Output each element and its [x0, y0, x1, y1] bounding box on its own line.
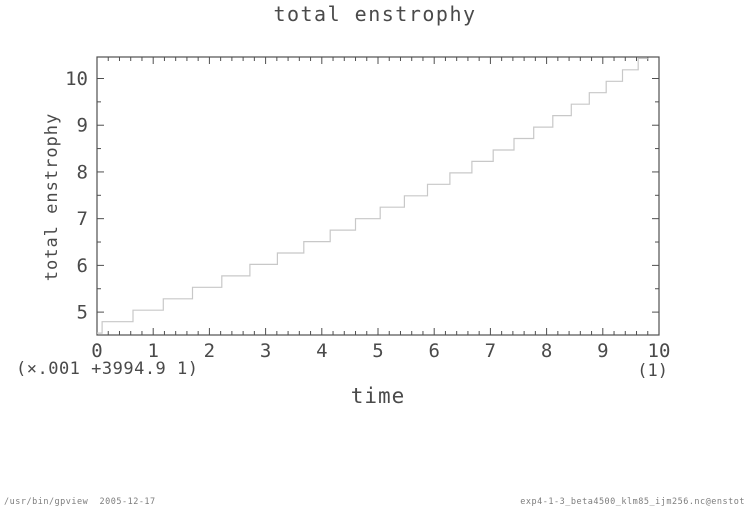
- y-tick-label: 6: [77, 255, 88, 277]
- x-unit-note: (1): [637, 361, 668, 381]
- y-tick-label: 8: [77, 161, 88, 183]
- y-tick-label: 10: [65, 68, 88, 90]
- chart-title: total enstrophy: [273, 2, 477, 26]
- x-tick-label: 1: [147, 340, 158, 362]
- x-tick-label: 0: [91, 340, 102, 362]
- x-tick-label: 5: [372, 340, 383, 362]
- x-axis-label: time: [350, 384, 406, 408]
- x-tick-label: 2: [204, 340, 215, 362]
- footer-filename-text: exp4-1-3_beta4500_klm85_ijm256.nc@enstot: [520, 497, 745, 507]
- x-tick-label: 10: [648, 340, 671, 362]
- y-tick-label: 7: [77, 208, 88, 230]
- x-tick-label: 8: [541, 340, 552, 362]
- plot-frame: [96, 56, 660, 336]
- footer-command-text: /usr/bin/gpview 2005-12-17: [4, 497, 156, 507]
- x-tick-label: 9: [597, 340, 608, 362]
- x-tick-label: 6: [428, 340, 439, 362]
- enstrophy-step-line: [97, 57, 648, 334]
- y-tick-label: 9: [77, 115, 88, 137]
- x-tick-label: 4: [316, 340, 327, 362]
- y-tick-label: 5: [77, 302, 88, 324]
- x-tick-label: 3: [260, 340, 271, 362]
- x-tick-label: 7: [485, 340, 496, 362]
- y-scale-note: (×.001 +3994.9 1): [16, 359, 199, 379]
